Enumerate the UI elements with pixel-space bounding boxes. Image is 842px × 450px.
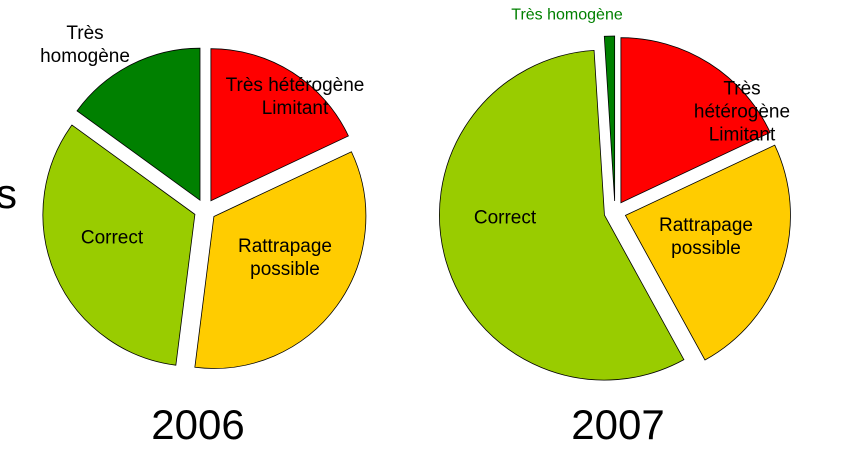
pie-slice [76, 47, 201, 201]
chart-title: 2006 [151, 401, 245, 448]
slice-label: Correct [473, 207, 537, 229]
pie-slice [210, 48, 349, 202]
pie-slice [194, 151, 367, 369]
pie-slice [42, 124, 196, 366]
slice-label: Rattrapage possible [658, 215, 754, 259]
slice-label: Correct [80, 227, 144, 249]
pie-slice [624, 144, 791, 361]
chart-title: 2007 [571, 401, 665, 448]
slice-label: Très homogène [40, 23, 130, 67]
pie-slice [439, 49, 685, 381]
side-text: s [0, 170, 17, 217]
slice-label: Très hétérogène Limitant [693, 78, 791, 146]
pie-slice [603, 35, 616, 202]
slice-label: Très hétérogène Limitant [225, 75, 365, 119]
slice-label: Rattrapage possible [237, 236, 333, 280]
slice-label: Très homogène [511, 6, 623, 24]
pie-slice [620, 37, 771, 204]
